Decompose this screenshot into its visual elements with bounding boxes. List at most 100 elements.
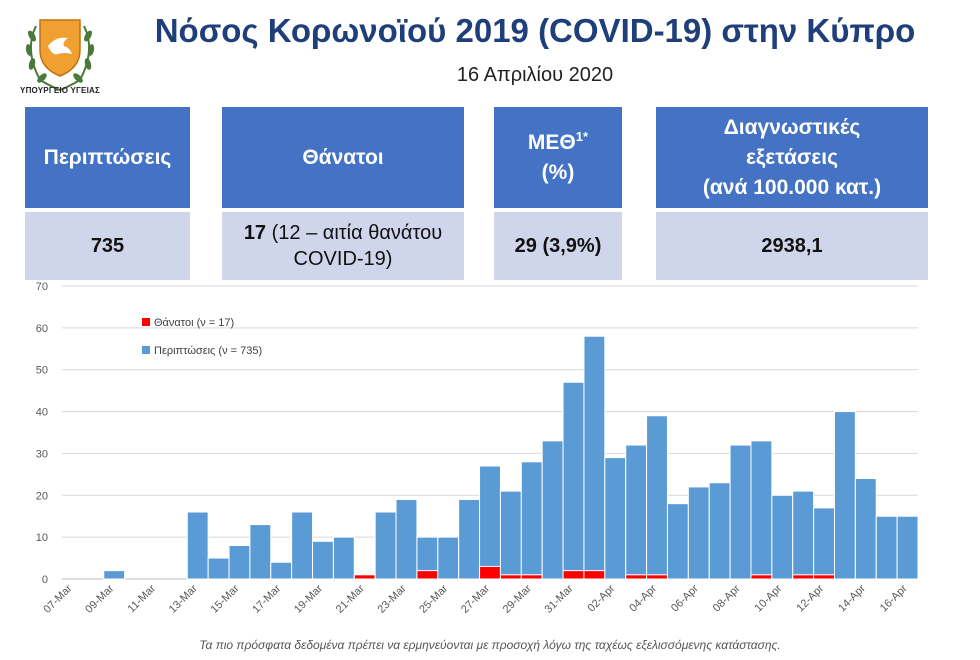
x-tick-label: 09-Mar: [83, 582, 116, 615]
bar-cases: [395, 498, 418, 580]
tests-value-cell: 2938,1: [656, 212, 928, 280]
x-tick-label: 17-Mar: [250, 582, 283, 615]
bar-deaths: [625, 574, 648, 580]
tests-header-line3: (ανά 100.000 κατ.): [702, 175, 882, 199]
deaths-value-cell: 17 (12 – αιτία θανάτου COVID-19): [222, 212, 464, 280]
bar-cases: [646, 415, 668, 580]
bar-deaths: [646, 574, 668, 580]
bar-cases: [687, 486, 710, 580]
bar-cases: [270, 561, 293, 580]
deaths-note: (12 – αιτία θανάτου COVID-19): [271, 222, 443, 270]
x-tick-label: 29-Mar: [501, 582, 534, 615]
bar-cases: [833, 411, 856, 580]
x-tick-label: 06-Apr: [669, 582, 701, 614]
bar-deaths: [813, 574, 835, 580]
legend-swatch: [142, 346, 150, 354]
page-title: Νόσος Κορωνοϊού 2019 (COVID-19) στην Κύπ…: [154, 12, 916, 49]
y-tick-label: 30: [36, 448, 48, 460]
x-tick-label: 10-Apr: [753, 582, 785, 614]
deaths-header-label: Θάνατοι: [302, 145, 384, 169]
x-tick-label: 12-Apr: [794, 582, 826, 614]
bar-cases: [458, 498, 481, 580]
bar-cases: [499, 490, 522, 580]
bar-cases: [583, 335, 606, 580]
bar-cases: [479, 465, 501, 580]
y-tick-label: 20: [36, 490, 48, 502]
legend-label: Θάνατοι (ν = 17): [154, 317, 234, 329]
bar-cases: [875, 515, 898, 580]
bar-cases: [666, 503, 689, 580]
x-tick-label: 16-Apr: [878, 582, 910, 614]
tests-value: 2938,1: [761, 235, 823, 257]
legend-swatch: [142, 318, 150, 326]
footnote: Τα πιο πρόσφατα δεδομένα πρέπει να ερμην…: [199, 638, 781, 652]
bar-deaths: [750, 574, 773, 580]
bar-cases: [771, 494, 794, 580]
tests-header-line1: Διαγνωστικές: [723, 115, 861, 139]
icu-header-label: ΜΕΘ: [527, 130, 576, 154]
bar-cases: [729, 444, 752, 580]
bar-cases: [750, 440, 773, 580]
bar-deaths: [353, 574, 376, 580]
y-tick-label: 10: [36, 532, 48, 544]
bar-cases: [896, 515, 919, 580]
bar-cases: [813, 507, 835, 580]
x-tick-label: 19-Mar: [292, 582, 325, 615]
x-tick-label: 14-Apr: [836, 582, 868, 614]
icu-header: ΜΕΘ1* (%): [494, 107, 622, 208]
x-tick-label: 21-Mar: [334, 582, 367, 615]
bar-cases: [207, 557, 230, 580]
bar-cases: [541, 440, 564, 580]
logo-text: ΥΠΟΥΡΓΕΙΟ ΥΓΕΙΑΣ: [20, 86, 100, 95]
bar-cases: [792, 490, 815, 580]
icu-value-cell: 29 (3,9%): [494, 212, 622, 280]
x-tick-label: 25-Mar: [417, 582, 450, 615]
cases-value: 735: [90, 235, 125, 257]
icu-value: 29 (3,9%): [514, 235, 602, 257]
x-tick-label: 31-Mar: [543, 582, 576, 615]
y-tick-label: 40: [36, 407, 48, 419]
bar-deaths: [562, 570, 585, 580]
x-tick-label: 13-Mar: [167, 582, 200, 615]
icu-header-sup: 1*: [575, 128, 589, 144]
x-tick-label: 27-Mar: [459, 582, 492, 615]
deaths-value: 17: [243, 222, 267, 244]
bar-deaths: [583, 570, 606, 580]
y-tick-label: 60: [36, 323, 48, 335]
page-date: 16 Απριλίου 2020: [456, 64, 614, 86]
cases-header: Περιπτώσεις: [25, 107, 190, 208]
cases-header-label: Περιπτώσεις: [43, 145, 172, 169]
bar-cases: [437, 536, 460, 580]
x-tick-label: 11-Mar: [126, 582, 159, 615]
bar-cases: [291, 511, 314, 580]
bar-cases: [228, 545, 251, 580]
deaths-header: Θάνατοι: [222, 107, 464, 208]
x-tick-label: 02-Apr: [586, 582, 618, 614]
bar-cases: [708, 482, 731, 580]
bar-cases: [854, 478, 877, 580]
bar-cases: [103, 570, 126, 580]
y-tick-label: 50: [36, 365, 48, 377]
bar-cases: [332, 536, 355, 580]
tests-header-line2: εξετάσεις: [745, 145, 839, 169]
bar-deaths: [479, 565, 501, 580]
tests-header: Διαγνωστικές εξετάσεις (ανά 100.000 κατ.…: [656, 107, 928, 208]
bar-cases: [312, 540, 334, 580]
bar-cases: [374, 511, 397, 580]
bar-cases: [186, 511, 209, 580]
bar-deaths: [499, 574, 522, 580]
x-tick-label: 04-Apr: [627, 582, 659, 614]
bar-deaths: [520, 574, 543, 580]
bar-cases: [625, 444, 648, 580]
x-tick-label: 23-Mar: [375, 582, 408, 615]
cases-value-cell: 735: [25, 212, 190, 280]
icu-header-unit: (%): [541, 160, 575, 184]
bar-cases: [604, 457, 627, 580]
x-tick-label: 07-Mar: [41, 582, 74, 615]
bar-deaths: [792, 574, 815, 580]
x-tick-label: 15-Mar: [208, 582, 241, 615]
cyprus-coat-of-arms-logo: [25, 19, 95, 91]
bar-cases: [249, 524, 272, 580]
y-tick-label: 0: [42, 574, 48, 586]
